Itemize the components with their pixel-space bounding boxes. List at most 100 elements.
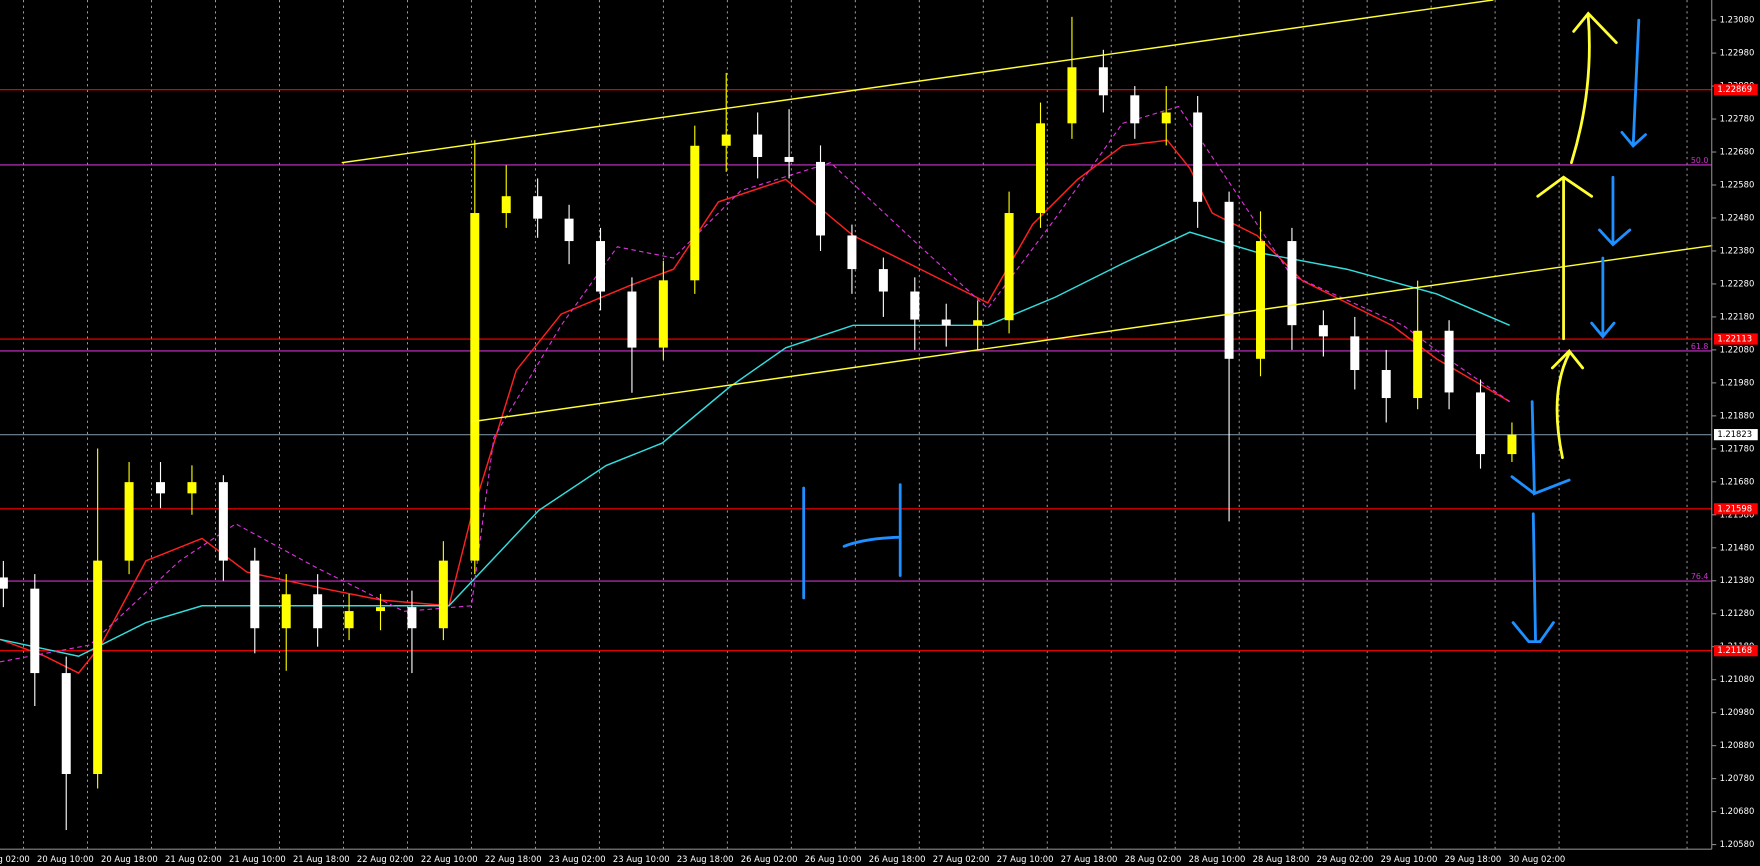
x-tick-label: 26 Aug 10:00 xyxy=(805,854,862,864)
y-tick-label: 1.21280 xyxy=(1720,608,1755,618)
candle-body xyxy=(1350,336,1360,371)
x-tick-label: 26 Aug 18:00 xyxy=(869,854,926,864)
y-tick-label: 1.22180 xyxy=(1720,311,1755,321)
x-tick-label: 23 Aug 18:00 xyxy=(677,854,734,864)
candle-body xyxy=(690,145,700,281)
grid xyxy=(23,0,1688,850)
arrow xyxy=(1511,512,1555,644)
arrow xyxy=(1550,349,1585,460)
candle-body xyxy=(627,291,637,348)
x-tick-label: 27 Aug 02:00 xyxy=(933,854,990,864)
candle-body xyxy=(816,161,825,236)
arrow xyxy=(1620,18,1647,148)
candle-body xyxy=(1036,123,1045,214)
candle-body xyxy=(1098,67,1108,96)
y-tick-label: 1.22080 xyxy=(1720,344,1755,354)
candle-body xyxy=(1067,67,1077,124)
candle-body xyxy=(1381,370,1391,399)
y-tick-label: 1.20980 xyxy=(1720,707,1755,717)
y-tick-label: 1.21680 xyxy=(1720,476,1755,486)
candle-body xyxy=(784,156,794,162)
level-tag xyxy=(1713,645,1758,657)
candle-body xyxy=(878,269,888,292)
arrow xyxy=(1590,256,1616,339)
x-tick-label: 29 Aug 10:00 xyxy=(1381,854,1438,864)
x-tick-label: 21 Aug 18:00 xyxy=(293,854,350,864)
trendline xyxy=(341,0,1494,164)
x-tick-label: 23 Aug 02:00 xyxy=(549,854,606,864)
x-tick-label: 30 Aug 02:00 xyxy=(1509,854,1566,864)
y-tick-label: 1.23080 xyxy=(1720,15,1755,25)
candle-body xyxy=(847,235,857,270)
x-tick-label: 21 Aug 10:00 xyxy=(229,854,286,864)
y-tick-label: 1.21080 xyxy=(1720,674,1755,684)
y-tick-label: 1.20780 xyxy=(1720,773,1755,783)
candle-body xyxy=(250,560,260,629)
level-tag xyxy=(1713,503,1758,515)
candle-body xyxy=(281,594,291,629)
x-tick-label: 28 Aug 02:00 xyxy=(1125,854,1182,864)
x-tick-label: 22 Aug 18:00 xyxy=(485,854,542,864)
candle-body xyxy=(344,611,354,629)
y-tick-label: 1.20680 xyxy=(1720,806,1755,816)
candle-body xyxy=(313,594,323,629)
candle-body xyxy=(1256,241,1265,359)
candle-body xyxy=(973,320,983,326)
arrow xyxy=(1536,175,1594,341)
level-label: 1.21598 xyxy=(1717,503,1752,513)
candle-body xyxy=(596,241,605,292)
ma-fast xyxy=(0,139,1511,674)
trendline xyxy=(470,244,1713,423)
ma-slow xyxy=(0,231,1510,657)
indicators xyxy=(0,105,1511,674)
y-tick-label: 1.21980 xyxy=(1720,377,1755,387)
candle-body xyxy=(407,607,417,629)
y-tick-label: 1.20880 xyxy=(1720,740,1755,750)
x-tick-label: 27 Aug 18:00 xyxy=(1061,854,1118,864)
annotations xyxy=(341,0,1713,644)
candle-body xyxy=(501,196,511,214)
arrow xyxy=(1598,175,1632,247)
y-tick-label: 1.22580 xyxy=(1720,180,1755,190)
y-tick-label: 1.20580 xyxy=(1720,839,1755,849)
candle-body xyxy=(187,482,197,494)
candle-body xyxy=(61,673,71,774)
candle-body xyxy=(753,134,763,157)
candle-body xyxy=(0,577,8,589)
y-tick-label: 1.22980 xyxy=(1720,48,1755,58)
y-tick-label: 1.21880 xyxy=(1720,410,1755,420)
candle-body xyxy=(721,134,731,146)
levels: 50.0 61.8 76.4 xyxy=(0,89,1712,652)
x-tick-label: 26 Aug 02:00 xyxy=(741,854,798,864)
candle-body xyxy=(533,196,543,219)
fib-label: 61.8 xyxy=(1691,342,1708,351)
y-tick-label: 1.21380 xyxy=(1720,575,1755,585)
x-tick-label: 22 Aug 10:00 xyxy=(421,854,478,864)
x-tick-label: 27 Aug 10:00 xyxy=(997,854,1054,864)
x-tick-label: 20 Aug 10:00 xyxy=(37,854,94,864)
x-tick-label: 20 Aug 02:00 xyxy=(0,854,30,864)
y-tick-label: 1.22680 xyxy=(1720,147,1755,157)
candle-body xyxy=(124,482,134,561)
candle-body xyxy=(1224,201,1234,359)
candle-body xyxy=(1318,325,1328,337)
arrow xyxy=(1570,11,1618,165)
fib-label: 50.0 xyxy=(1691,156,1708,165)
y-tick-label: 1.22380 xyxy=(1720,245,1755,255)
candle-body xyxy=(1476,392,1485,455)
level-label: 1.21168 xyxy=(1717,645,1752,655)
candles xyxy=(0,16,1517,831)
candle-body xyxy=(1193,112,1203,202)
current-price-label: 1.21823 xyxy=(1717,429,1752,439)
candle-body xyxy=(1444,330,1454,393)
level-label: 1.22113 xyxy=(1717,334,1752,344)
candle-body xyxy=(658,280,668,348)
ma-dashed xyxy=(0,105,1511,663)
x-tick-label: 20 Aug 18:00 xyxy=(101,854,158,864)
x-tick-label: 29 Aug 18:00 xyxy=(1445,854,1502,864)
x-tick-label: 21 Aug 02:00 xyxy=(165,854,222,864)
arrow xyxy=(1510,400,1571,496)
candle-body xyxy=(93,560,103,774)
